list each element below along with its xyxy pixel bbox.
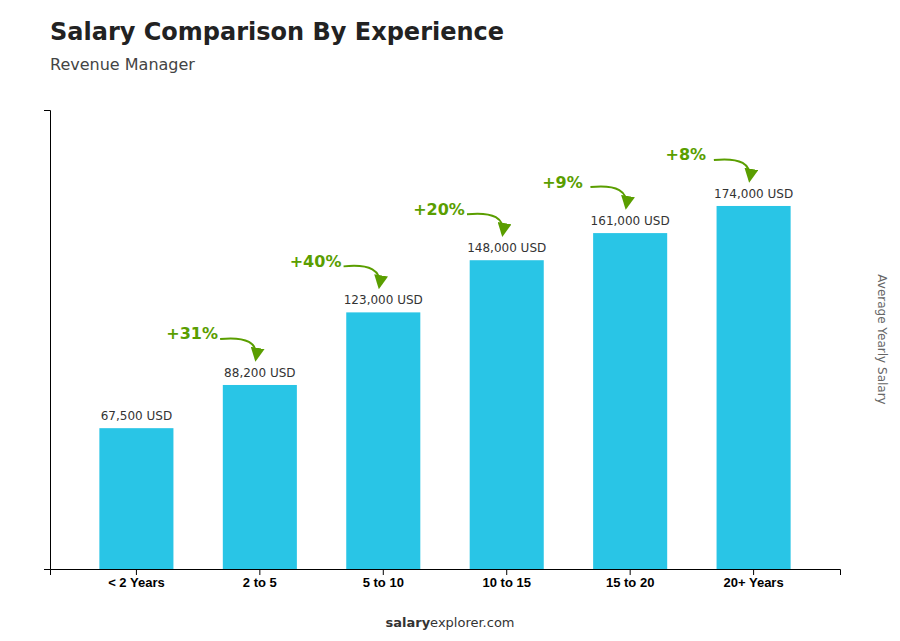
x-tick-mark bbox=[259, 569, 260, 575]
x-tick: 20+ Years bbox=[724, 569, 784, 590]
annotation: +31% bbox=[166, 324, 218, 343]
footer-part: explorer.com bbox=[430, 615, 514, 630]
data-label: 174,000 USD bbox=[714, 187, 793, 201]
x-tick-label: 2 to 5 bbox=[243, 575, 277, 590]
data-label: 123,000 USD bbox=[344, 293, 423, 307]
y-axis-title: Average Yearly Salary bbox=[875, 274, 889, 404]
x-tick-mark bbox=[753, 569, 754, 575]
plot: < 2 Years 2 to 5 5 to 10 10 to 15 15 to 20 20… bbox=[44, 111, 841, 591]
data-label: 88,200 USD bbox=[224, 366, 295, 380]
y-axis bbox=[44, 111, 51, 570]
annotation-arrow bbox=[467, 214, 503, 235]
title: Salary Comparison By Experience bbox=[50, 18, 504, 46]
x-tick: 10 to 15 bbox=[483, 569, 531, 590]
data-labels: 67,500 USD 88,200 USD 123,000 USD 148,000 U… bbox=[101, 187, 793, 423]
x-tick: 5 to 10 bbox=[363, 569, 404, 590]
annotation-arrow bbox=[714, 159, 750, 180]
data-label: 67,500 USD bbox=[101, 409, 172, 423]
chart: Salary Comparison By Experience Revenue M… bbox=[0, 0, 900, 641]
x-tick: 2 to 5 bbox=[243, 569, 277, 590]
x-tick-label: 15 to 20 bbox=[606, 575, 654, 590]
data-label: 161,000 USD bbox=[591, 214, 670, 228]
x-tick-mark bbox=[136, 569, 137, 575]
x-tick-mark bbox=[506, 569, 507, 575]
x-axis-line bbox=[51, 570, 841, 576]
y-axis-line bbox=[44, 111, 51, 570]
x-tick-label: < 2 Years bbox=[108, 575, 165, 590]
annotation-arrow bbox=[590, 187, 626, 208]
bar bbox=[470, 260, 544, 569]
x-tick: 15 to 20 bbox=[606, 569, 654, 590]
annotation-arrow bbox=[220, 338, 256, 359]
x-tick-label: 10 to 15 bbox=[483, 575, 531, 590]
annotations: +31% +40% +20% +9% +8% bbox=[166, 145, 750, 359]
x-tick-label: 20+ Years bbox=[724, 575, 784, 590]
bar bbox=[99, 428, 173, 569]
annotation: +40% bbox=[290, 252, 342, 271]
annotation: +20% bbox=[413, 200, 465, 219]
data-label: 148,000 USD bbox=[467, 241, 546, 255]
footer: salaryexplorer.com bbox=[385, 615, 514, 630]
x-axis: < 2 Years 2 to 5 5 to 10 10 to 15 15 to 20 20… bbox=[51, 569, 841, 590]
annotation-arrow bbox=[344, 266, 380, 287]
bars bbox=[99, 206, 790, 569]
bar bbox=[717, 206, 791, 569]
x-tick-mark bbox=[630, 569, 631, 575]
annotation: +8% bbox=[666, 145, 707, 164]
subtitle: Revenue Manager bbox=[50, 55, 195, 74]
footer-part: salary bbox=[385, 615, 430, 630]
annotation: +9% bbox=[542, 173, 583, 192]
bar bbox=[346, 312, 420, 569]
x-tick-label: 5 to 10 bbox=[363, 575, 404, 590]
bar bbox=[223, 385, 297, 569]
bar bbox=[593, 233, 667, 569]
x-tick-mark bbox=[383, 569, 384, 575]
x-tick: < 2 Years bbox=[108, 569, 165, 590]
